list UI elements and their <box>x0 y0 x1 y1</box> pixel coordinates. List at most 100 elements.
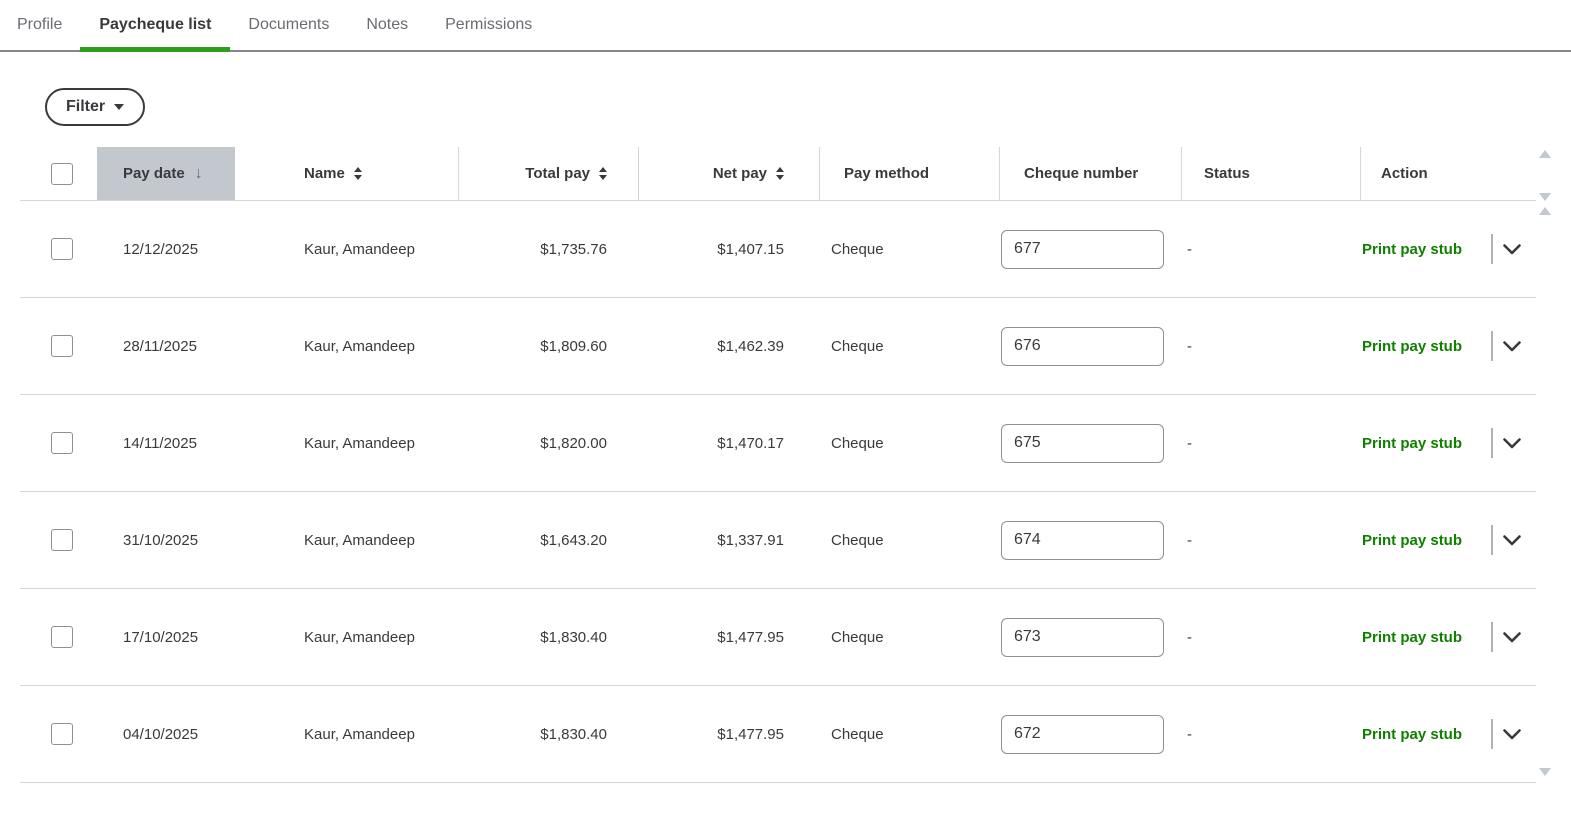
row-select-cell <box>20 201 97 297</box>
action-divider <box>1491 525 1493 555</box>
filter-button-label: Filter <box>66 98 106 115</box>
pay-date-cell: 31/10/2025 <box>123 531 199 549</box>
print-pay-stub-link[interactable]: Print pay stub <box>1362 337 1463 355</box>
total-pay-cell: $1,735.76 <box>540 240 607 258</box>
print-pay-stub-link[interactable]: Print pay stub <box>1362 434 1463 452</box>
pay-method-cell: Cheque <box>831 531 884 549</box>
table-row: 04/10/2025 Kaur, Amandeep $1,830.40 $1,4… <box>20 686 1536 783</box>
cheque-number-cell <box>999 492 1181 588</box>
pay-date-cell: 28/11/2025 <box>123 337 197 355</box>
status-cell: - <box>1187 434 1192 452</box>
header-name[interactable]: Name <box>235 147 458 200</box>
header-net-pay[interactable]: Net pay <box>638 147 819 200</box>
chevron-down-icon <box>1503 340 1521 351</box>
row-checkbox[interactable] <box>51 432 73 454</box>
cheque-number-input[interactable] <box>1001 326 1164 366</box>
scroll-up-icon[interactable] <box>1539 150 1551 158</box>
pay-method-cell: Cheque <box>831 725 884 743</box>
header-status-label: Status <box>1204 165 1250 182</box>
name-cell: Kaur, Amandeep <box>304 531 415 549</box>
tab-documents[interactable]: Documents <box>248 16 330 33</box>
chevron-down-icon <box>1503 631 1521 642</box>
header-action-label: Action <box>1381 165 1428 182</box>
cheque-number-input[interactable] <box>1001 423 1164 463</box>
cheque-number-cell <box>999 686 1181 782</box>
net-pay-cell: $1,462.39 <box>717 337 784 355</box>
row-select-cell <box>20 589 97 685</box>
row-actions-expand-button[interactable] <box>1502 239 1522 259</box>
print-pay-stub-link[interactable]: Print pay stub <box>1362 628 1463 646</box>
row-checkbox[interactable] <box>51 238 73 260</box>
name-cell: Kaur, Amandeep <box>304 725 415 743</box>
action-cell: Print pay stub <box>1360 201 1536 297</box>
pay-method-cell: Cheque <box>831 240 884 258</box>
row-actions-expand-button[interactable] <box>1502 336 1522 356</box>
header-cheque-number-label: Cheque number <box>1024 165 1139 182</box>
total-pay-cell: $1,820.00 <box>540 434 607 452</box>
cheque-number-input[interactable] <box>1001 714 1164 754</box>
row-checkbox[interactable] <box>51 723 73 745</box>
row-actions-expand-button[interactable] <box>1502 724 1522 744</box>
header-status: Status <box>1181 147 1360 200</box>
row-actions-expand-button[interactable] <box>1502 530 1522 550</box>
row-actions-expand-button[interactable] <box>1502 627 1522 647</box>
row-actions-expand-button[interactable] <box>1502 433 1522 453</box>
name-cell: Kaur, Amandeep <box>304 628 415 646</box>
action-divider <box>1491 234 1493 264</box>
table-row: 31/10/2025 Kaur, Amandeep $1,643.20 $1,3… <box>20 492 1536 589</box>
total-pay-cell: $1,643.20 <box>540 531 607 549</box>
cheque-number-input[interactable] <box>1001 617 1164 657</box>
scroll-up-icon[interactable] <box>1539 207 1551 215</box>
paycheque-table: Pay date ↓ Name Total pay Net pay Pay me… <box>20 147 1536 783</box>
row-checkbox[interactable] <box>51 626 73 648</box>
tab-profile[interactable]: Profile <box>17 16 63 33</box>
pay-method-cell: Cheque <box>831 628 884 646</box>
print-pay-stub-link[interactable]: Print pay stub <box>1362 725 1463 743</box>
pay-date-cell: 04/10/2025 <box>123 725 199 743</box>
tab-paycheque-list[interactable]: Paycheque list <box>80 0 231 52</box>
print-pay-stub-link[interactable]: Print pay stub <box>1362 531 1463 549</box>
status-cell: - <box>1187 337 1192 355</box>
action-cell: Print pay stub <box>1360 589 1536 685</box>
table-row: 17/10/2025 Kaur, Amandeep $1,830.40 $1,4… <box>20 589 1536 686</box>
filter-button[interactable]: Filter <box>45 88 146 126</box>
pay-date-cell: 12/12/2025 <box>123 240 199 258</box>
header-name-label: Name <box>304 165 345 182</box>
chevron-down-icon <box>1503 728 1521 739</box>
select-all-checkbox[interactable] <box>51 162 73 185</box>
action-cell: Print pay stub <box>1360 298 1536 394</box>
cheque-number-input[interactable] <box>1001 520 1164 560</box>
header-pay-date[interactable]: Pay date ↓ <box>97 147 235 200</box>
action-cell: Print pay stub <box>1360 492 1536 588</box>
status-cell: - <box>1187 531 1192 549</box>
caret-down-icon <box>114 104 125 110</box>
row-checkbox[interactable] <box>51 529 73 551</box>
arrow-down-icon: ↓ <box>194 164 203 182</box>
action-divider <box>1491 331 1493 361</box>
total-pay-cell: $1,809.60 <box>540 337 607 355</box>
header-pay-method: Pay method <box>819 147 999 200</box>
tab-permissions[interactable]: Permissions <box>445 16 533 33</box>
name-cell: Kaur, Amandeep <box>304 434 415 452</box>
tab-notes[interactable]: Notes <box>366 16 409 33</box>
net-pay-cell: $1,407.15 <box>717 240 784 258</box>
cheque-number-input[interactable] <box>1001 229 1164 269</box>
name-cell: Kaur, Amandeep <box>304 240 415 258</box>
sort-carets-icon <box>776 167 784 180</box>
print-pay-stub-link[interactable]: Print pay stub <box>1362 240 1463 258</box>
action-cell: Print pay stub <box>1360 686 1536 782</box>
header-net-pay-label: Net pay <box>712 165 767 182</box>
scroll-down-icon[interactable] <box>1539 768 1551 776</box>
table-row: 12/12/2025 Kaur, Amandeep $1,735.76 $1,4… <box>20 201 1536 298</box>
row-checkbox[interactable] <box>51 335 73 357</box>
header-pay-method-label: Pay method <box>844 165 930 182</box>
scroll-down-icon[interactable] <box>1539 193 1551 201</box>
pay-date-cell: 17/10/2025 <box>123 628 199 646</box>
header-total-pay[interactable]: Total pay <box>458 147 638 200</box>
total-pay-cell: $1,830.40 <box>540 725 607 743</box>
table-body: 12/12/2025 Kaur, Amandeep $1,735.76 $1,4… <box>20 201 1536 783</box>
pay-method-cell: Cheque <box>831 434 884 452</box>
name-cell: Kaur, Amandeep <box>304 337 415 355</box>
status-cell: - <box>1187 240 1192 258</box>
